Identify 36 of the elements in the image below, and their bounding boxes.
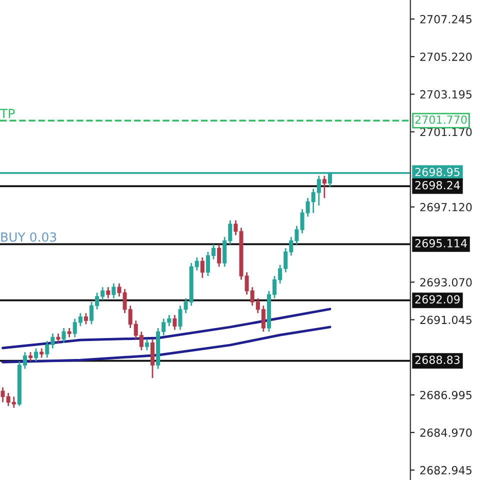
ref-line-label: 2695.114 xyxy=(415,239,467,248)
ref-line-label: 2692.09 xyxy=(415,295,460,304)
line-series xyxy=(2,308,332,350)
candlestick xyxy=(106,286,110,299)
candlestick xyxy=(28,351,33,362)
ref-line-label: 2688.83 xyxy=(415,356,460,364)
candlestick xyxy=(67,327,72,338)
candlestick xyxy=(200,256,204,279)
y-tick-label: 2707.245 xyxy=(420,15,472,24)
ref-line-label: 2701.770 xyxy=(415,115,467,124)
y-tick-label: 2703.195 xyxy=(420,90,472,99)
y-tick-label: 2684.970 xyxy=(420,428,472,437)
y-tick-label: 2691.045 xyxy=(420,316,472,324)
candlestick xyxy=(34,348,38,362)
candlestick xyxy=(217,244,222,268)
line-series xyxy=(2,326,332,364)
y-tick-label: 2686.995 xyxy=(420,390,472,400)
candlestick xyxy=(40,348,44,358)
annotation: BUY 0.03 xyxy=(1,232,56,242)
y-tick-label: 2693.070 xyxy=(420,278,472,287)
ref-line-label: 2698.95 xyxy=(415,168,460,176)
candlestick xyxy=(172,314,177,331)
candlestick xyxy=(112,282,116,299)
ref-line-label: 2698.24 xyxy=(415,180,460,190)
candlestick xyxy=(56,332,60,344)
candlestick xyxy=(117,282,122,298)
y-tick-label: 2697.120 xyxy=(420,202,472,212)
candlestick xyxy=(144,338,149,351)
candlestick xyxy=(150,338,155,379)
y-tick-label: 2705.220 xyxy=(420,52,472,61)
annotation: TP xyxy=(0,108,15,118)
y-tick-label: 2701.170 xyxy=(420,128,472,136)
candlestick xyxy=(62,327,66,344)
candlestick xyxy=(322,175,326,199)
candlestick xyxy=(84,312,88,325)
y-tick-label: 2682.945 xyxy=(420,466,472,474)
